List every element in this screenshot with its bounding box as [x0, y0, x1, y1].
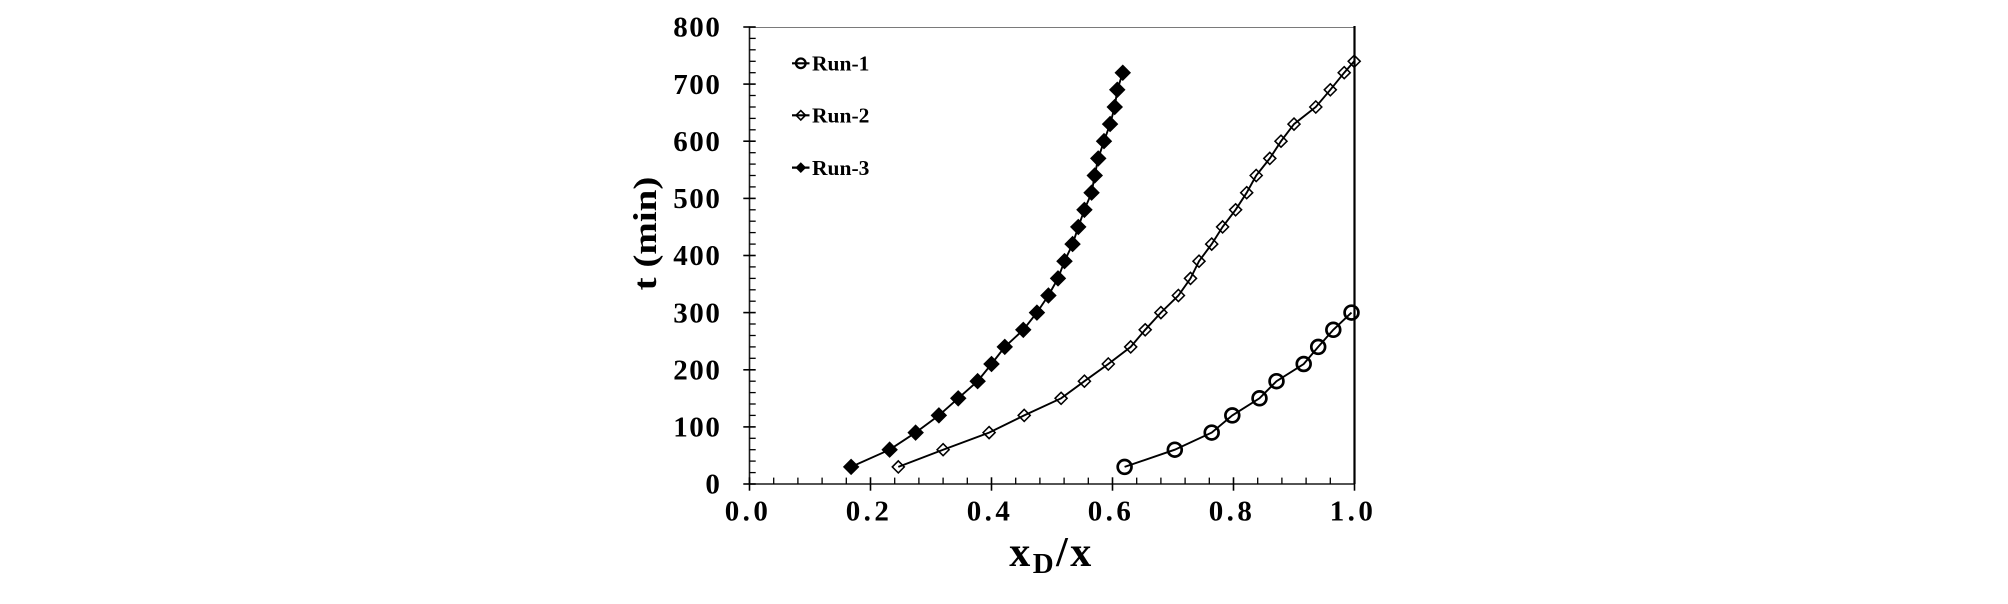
svg-text:700: 700	[673, 69, 721, 101]
svg-text:0.2: 0.2	[846, 496, 892, 528]
svg-text:300: 300	[673, 297, 721, 329]
svg-text:100: 100	[673, 412, 721, 444]
svg-text:0.0: 0.0	[725, 496, 771, 528]
svg-text:1.0: 1.0	[1330, 496, 1376, 528]
svg-text:0.4: 0.4	[967, 496, 1013, 528]
svg-text:500: 500	[673, 183, 721, 215]
svg-text:Run-2: Run-2	[812, 104, 869, 128]
svg-text:600: 600	[673, 126, 721, 158]
svg-text:Run-1: Run-1	[812, 52, 869, 76]
svg-text:0.8: 0.8	[1209, 496, 1255, 528]
svg-text:Run-3: Run-3	[812, 156, 870, 180]
svg-text:t (min): t (min)	[627, 177, 664, 291]
svg-text:400: 400	[673, 240, 721, 272]
svg-text:0: 0	[705, 469, 721, 501]
svg-text:0.6: 0.6	[1088, 496, 1134, 528]
svg-text:200: 200	[673, 355, 721, 387]
svg-text:800: 800	[673, 12, 721, 44]
